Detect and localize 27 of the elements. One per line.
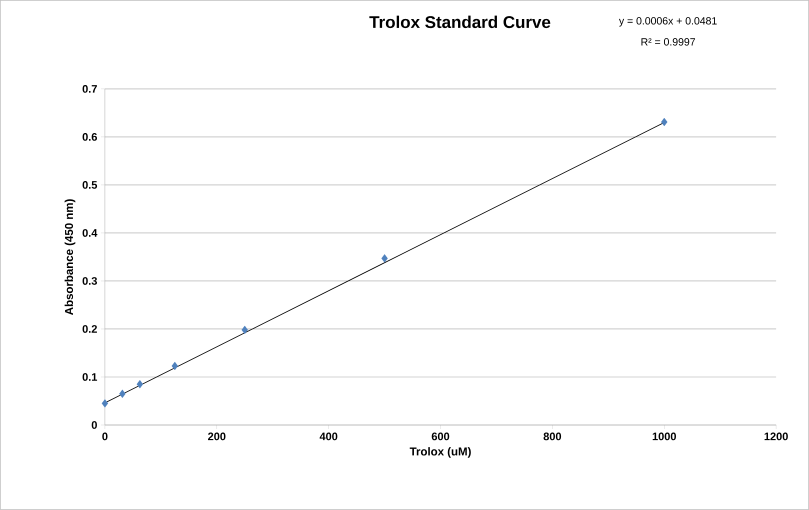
- point: [381, 254, 388, 263]
- y-axis-title: Absorbance (450 nm): [64, 199, 76, 315]
- x-tick-label: 600: [432, 432, 450, 440]
- x-tick-label: 200: [208, 432, 226, 440]
- point: [661, 118, 668, 126]
- y-tick-label: 0.5: [82, 181, 98, 189]
- x-tick-label: 1200: [764, 432, 788, 440]
- x-axis-title: Trolox (uM): [410, 447, 471, 458]
- text: R² = 0.9997: [641, 38, 696, 46]
- chart-title: Trolox Standard Curve: [369, 16, 550, 28]
- y-tick-label: 0: [92, 421, 97, 429]
- y-tick-label: 0.2: [82, 325, 97, 333]
- y-tick-label: 0.4: [82, 229, 98, 237]
- x-tick-label: 400: [320, 432, 338, 440]
- y-tick-label: 0.3: [82, 277, 97, 285]
- point: [172, 362, 178, 370]
- x-tick-label: 1000: [652, 432, 676, 440]
- point: [242, 326, 248, 334]
- point: [102, 399, 108, 408]
- x-tick-label: 800: [544, 432, 562, 440]
- y-tick-label: 0.1: [82, 373, 98, 381]
- y-tick-label: 0.6: [82, 133, 97, 141]
- x-tick-label: 0: [102, 432, 108, 440]
- point: [136, 380, 144, 388]
- text: y = 0.0006x + 0.0481: [618, 17, 717, 27]
- y-tick-label: 0.7: [82, 85, 97, 93]
- point: [119, 390, 126, 398]
